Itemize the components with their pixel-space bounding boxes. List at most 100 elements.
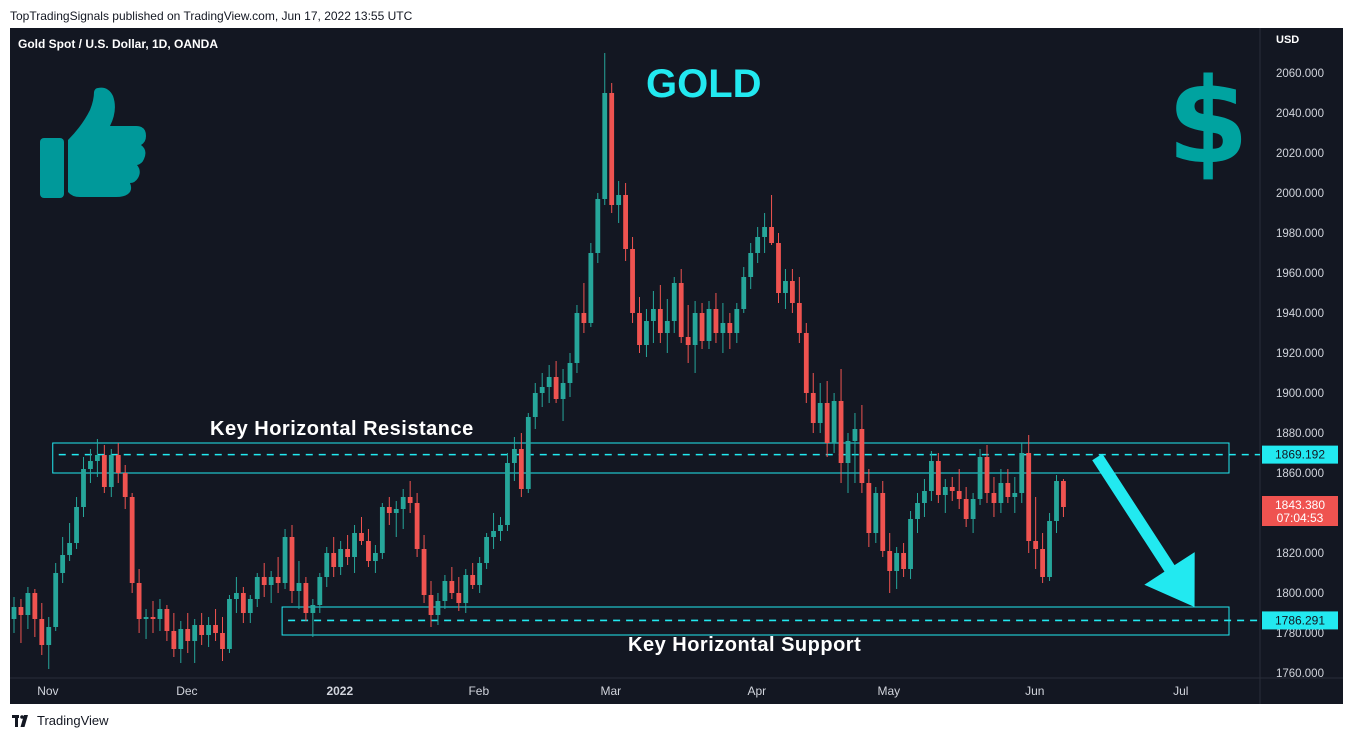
- countdown-label: 07:04:53: [1277, 511, 1324, 525]
- y-tick-label: 2040.000: [1276, 108, 1324, 120]
- candle: [407, 481, 413, 513]
- candle: [400, 489, 406, 529]
- candle: [602, 53, 608, 205]
- candle: [852, 413, 858, 483]
- y-tick-label: 1820.000: [1276, 548, 1324, 560]
- candle-body: [880, 493, 886, 551]
- candle: [1033, 497, 1039, 569]
- price-chart[interactable]: 1760.0001780.0001800.0001820.0001840.000…: [10, 28, 1343, 704]
- candle-body: [713, 309, 719, 333]
- candle-body: [1012, 493, 1018, 497]
- candle-body: [1054, 481, 1059, 521]
- candle: [609, 83, 615, 213]
- y-tick-label: 2020.000: [1276, 148, 1324, 160]
- candle: [498, 517, 503, 541]
- candle-body: [435, 601, 441, 615]
- candle-body: [929, 461, 934, 491]
- candle-body: [838, 401, 844, 463]
- candle-body: [240, 593, 246, 613]
- candle-body: [852, 429, 858, 441]
- candle: [824, 381, 830, 457]
- candle-body: [630, 249, 635, 313]
- candle: [220, 617, 225, 661]
- candle-body: [338, 549, 344, 567]
- candle-body: [616, 195, 622, 205]
- publication-caption: TopTradingSignals published on TradingVi…: [10, 9, 413, 23]
- candle: [32, 589, 38, 637]
- candle-body: [831, 401, 837, 443]
- y-tick-label: 1780.000: [1276, 628, 1324, 640]
- candles: [11, 53, 1066, 669]
- candle-body: [324, 553, 330, 577]
- candle: [67, 523, 72, 561]
- candle: [762, 213, 767, 253]
- x-tick-label: Jul: [1173, 684, 1188, 698]
- current-price-label: 1843.380: [1275, 498, 1325, 512]
- candle-body: [206, 625, 211, 635]
- symbol-title: Gold Spot / U.S. Dollar, 1D, OANDA: [18, 37, 219, 51]
- candle: [567, 353, 573, 397]
- candle-body: [275, 577, 281, 583]
- candle: [845, 433, 851, 493]
- candle-body: [213, 625, 218, 633]
- candle-body: [39, 619, 45, 645]
- tradingview-branding[interactable]: TradingView: [12, 713, 109, 728]
- candle-body: [463, 575, 469, 603]
- candle-body: [192, 625, 198, 641]
- candle: [880, 481, 886, 557]
- candle: [901, 543, 906, 577]
- candle: [532, 383, 538, 429]
- candle-body: [268, 577, 274, 585]
- candle-body: [581, 313, 587, 323]
- candle: [25, 587, 31, 629]
- candle: [769, 195, 774, 245]
- candle-body: [101, 455, 107, 487]
- candle: [671, 277, 677, 333]
- candle-body: [623, 195, 628, 249]
- candle: [734, 303, 740, 343]
- candle: [331, 537, 337, 577]
- candle-body: [998, 483, 1004, 503]
- candle: [101, 445, 107, 493]
- candle: [553, 361, 559, 403]
- candle-body: [442, 581, 448, 601]
- candle: [282, 529, 288, 589]
- candle: [1054, 475, 1059, 533]
- candle-body: [421, 549, 427, 595]
- candle: [1005, 469, 1011, 503]
- candle: [560, 369, 566, 421]
- y-tick-label: 1800.000: [1276, 588, 1324, 600]
- candle: [247, 595, 253, 623]
- candle-body: [539, 387, 545, 393]
- candle: [505, 453, 510, 531]
- candle-body: [970, 499, 976, 519]
- candle: [18, 599, 24, 643]
- candle-body: [671, 283, 677, 321]
- candle-body: [769, 227, 774, 243]
- y-tick-label: 1900.000: [1276, 388, 1324, 400]
- candle: [935, 453, 941, 503]
- candle: [790, 269, 795, 313]
- candle: [929, 451, 934, 501]
- candle: [366, 529, 371, 567]
- candle-body: [685, 337, 691, 345]
- candle-body: [136, 583, 142, 619]
- resistance-label: Key Horizontal Resistance: [210, 418, 474, 440]
- candle: [39, 603, 45, 655]
- candle-body: [220, 633, 225, 649]
- candle-body: [470, 575, 476, 585]
- candle: [810, 373, 816, 433]
- candle-body: [199, 625, 205, 635]
- candle-body: [261, 577, 267, 585]
- down-arrow-icon: [1092, 453, 1195, 607]
- candle: [143, 609, 149, 639]
- candle-body: [491, 531, 496, 537]
- candle: [435, 593, 441, 625]
- candle: [588, 243, 594, 327]
- candle-body: [428, 595, 434, 615]
- tradingview-brand: TradingView: [37, 713, 109, 728]
- current-price-tag: [1262, 496, 1338, 526]
- candle: [831, 393, 837, 453]
- candle-body: [977, 457, 983, 499]
- candle: [651, 291, 656, 343]
